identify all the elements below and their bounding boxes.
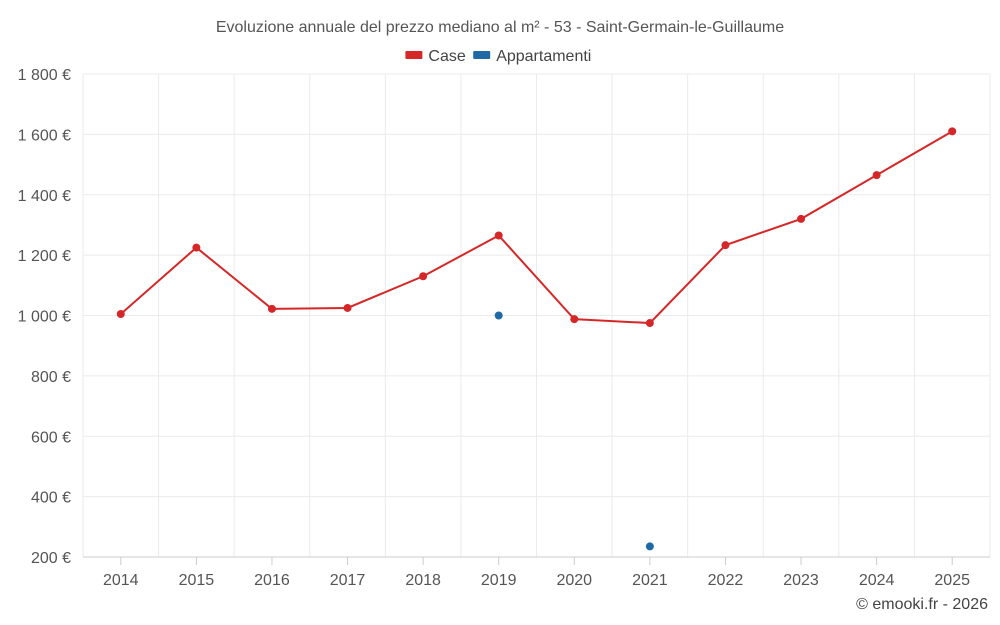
x-tick-label: 2023 — [783, 572, 819, 589]
legend-label: Case — [428, 48, 465, 65]
x-tick-label: 2022 — [708, 572, 744, 589]
x-tick-label: 2020 — [556, 572, 592, 589]
data-point-case[interactable] — [948, 127, 957, 136]
y-tick-label: 1 000 € — [18, 309, 71, 326]
x-tick-label: 2021 — [632, 572, 668, 589]
y-tick-label: 400 € — [31, 490, 71, 507]
y-tick-label: 1 200 € — [18, 248, 71, 265]
data-point-case[interactable] — [116, 309, 125, 318]
axes: 200 € 400 € 600 € 800 € 1 000 € 1 200 € 1 400 … — [18, 67, 990, 589]
chart-title: Evoluzione annuale del prezzo mediano al… — [216, 19, 784, 36]
x-tick-label: 2017 — [330, 572, 366, 589]
y-tick-label: 1 600 € — [18, 127, 71, 144]
grid — [82, 73, 991, 558]
y-tick-label: 1 400 € — [18, 188, 71, 205]
legend-label: Appartamenti — [496, 48, 591, 65]
data-point-case[interactable] — [419, 272, 428, 281]
legend-swatch — [473, 51, 491, 59]
credit-text: © emooki.fr - 2026 — [856, 596, 988, 613]
data-point-case[interactable] — [645, 319, 654, 328]
legend-item-case[interactable]: Case — [405, 48, 466, 65]
legend[interactable]: Case Appartamenti — [405, 48, 591, 65]
data-point-appartamenti[interactable] — [645, 542, 654, 551]
x-tick-label: 2016 — [254, 572, 290, 589]
data-point-case[interactable] — [494, 231, 503, 240]
series — [116, 127, 957, 551]
y-tick-label: 600 € — [31, 429, 71, 446]
y-tick-label: 1 800 € — [18, 67, 71, 84]
data-point-appartamenti[interactable] — [494, 311, 503, 320]
data-point-case[interactable] — [872, 171, 881, 180]
data-point-case[interactable] — [343, 303, 352, 312]
y-tick-label: 200 € — [31, 550, 71, 567]
legend-swatch — [405, 51, 423, 59]
x-tick-label: 2018 — [405, 572, 441, 589]
data-point-case[interactable] — [192, 243, 201, 252]
data-point-case[interactable] — [267, 304, 276, 313]
legend-item-appartamenti[interactable]: Appartamenti — [473, 48, 591, 65]
x-tick-label: 2019 — [481, 572, 517, 589]
x-tick-label: 2025 — [934, 572, 970, 589]
data-point-case[interactable] — [721, 241, 730, 250]
data-point-case[interactable] — [797, 214, 806, 223]
y-tick-label: 800 € — [31, 369, 71, 386]
x-tick-label: 2014 — [103, 572, 139, 589]
x-tick-label: 2024 — [859, 572, 895, 589]
data-point-case[interactable] — [570, 315, 579, 324]
x-tick-label: 2015 — [179, 572, 215, 589]
series-line-case — [120, 130, 953, 325]
